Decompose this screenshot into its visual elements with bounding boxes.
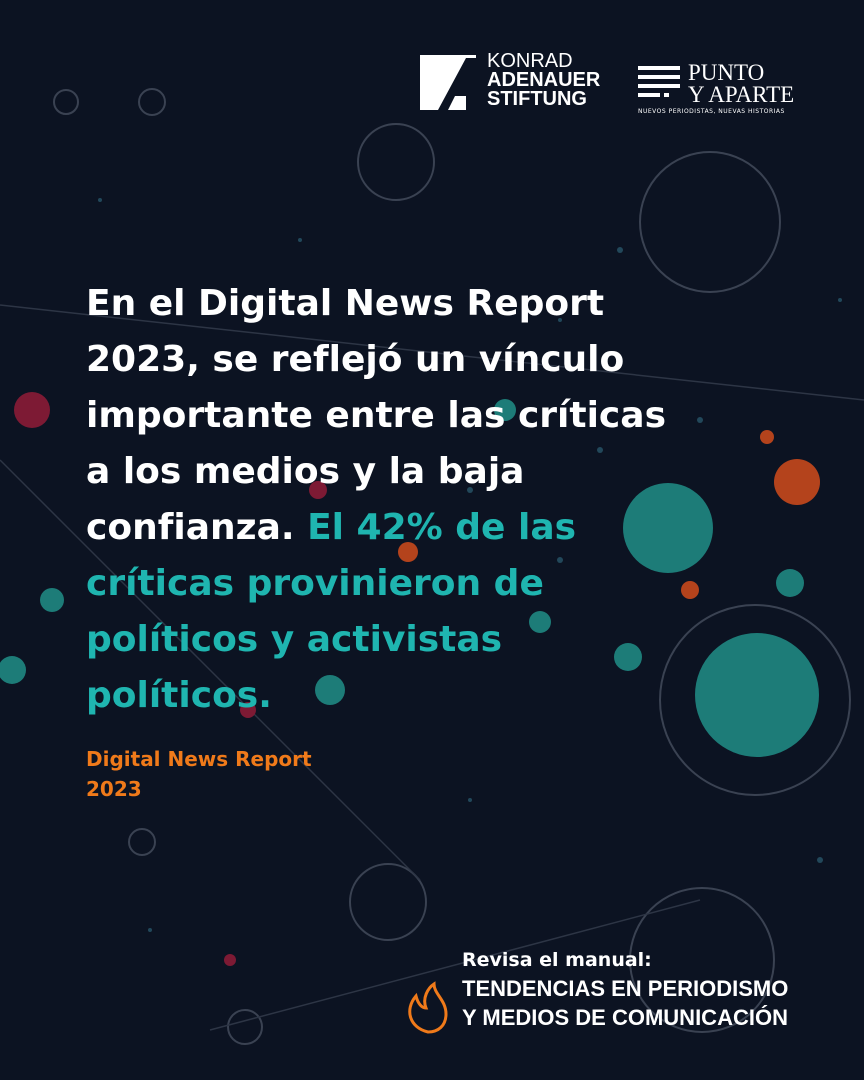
logo-line: ADENAUER — [487, 69, 601, 91]
logo-line: STIFTUNG — [487, 88, 587, 110]
footer-title: Y MEDIOS DE COMUNICACIÓN — [462, 1005, 788, 1030]
source-line: Digital News Report — [86, 747, 312, 771]
logo-line: PUNTO — [688, 60, 765, 85]
footer-title: TENDENCIAS EN PERIODISMO — [462, 976, 789, 1001]
quote-highlight: El 42% de las críticas provinieron de po… — [86, 507, 577, 716]
kas-logo-text: KONRAD ADENAUER STIFTUNG — [487, 50, 601, 110]
source-line: 2023 — [86, 777, 142, 801]
source: Digital News Report 2023 — [86, 744, 312, 804]
quote: En el Digital News Report 2023, se refle… — [86, 276, 666, 724]
logo-tagline: NUEVOS PERIODISTAS, NUEVAS HISTORIAS — [638, 108, 785, 115]
footer-prompt: Revisa el manual: — [462, 949, 652, 971]
logo-line: KONRAD — [487, 50, 573, 72]
logo-line: Y APARTE — [688, 82, 795, 107]
punto-logo-text: PUNTO Y APARTE — [688, 60, 795, 107]
footer: Revisa el manual: TENDENCIAS EN PERIODIS… — [462, 946, 788, 1032]
quote-intro: En el Digital News Report 2023, se refle… — [86, 283, 666, 548]
